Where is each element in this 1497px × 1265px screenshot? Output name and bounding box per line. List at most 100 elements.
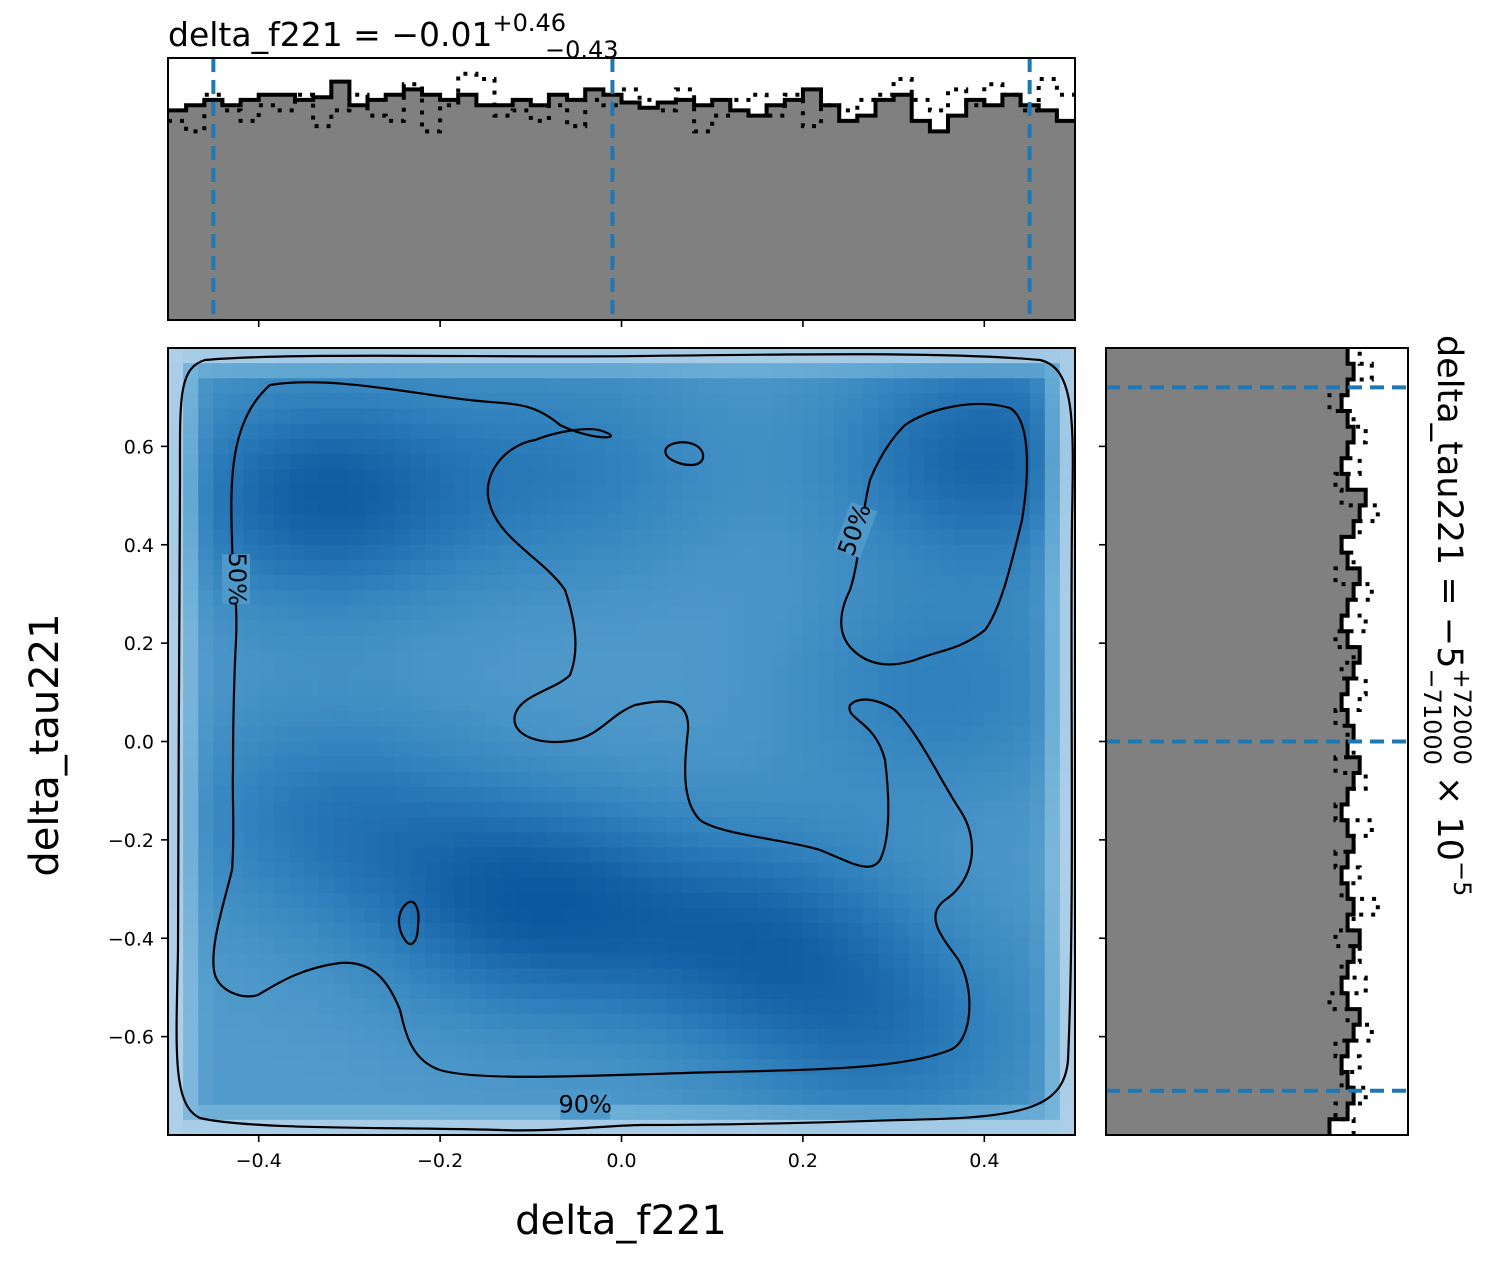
heatmap-cell [1044,696,1061,712]
marginal-x-bar [548,94,568,320]
heatmap-cell [954,711,970,727]
heatmap-cell [606,786,623,803]
heatmap-cell [319,438,335,455]
heatmap-cell [273,423,290,440]
heatmap-cell [440,635,456,652]
heatmap-cell [954,1044,970,1060]
heatmap-cell [561,378,577,394]
heatmap-cell [818,877,834,894]
heatmap-cell [954,1013,970,1030]
heatmap-cell [394,438,411,455]
heatmap-cell [485,938,502,954]
heatmap-cell [908,923,925,939]
heatmap-cell [198,756,214,773]
heatmap-cell [908,423,925,440]
heatmap-cell [409,665,426,682]
heatmap-cell [273,1059,290,1076]
heatmap-cell [591,363,607,379]
heatmap-cell [1059,938,1075,954]
heatmap-cell [1029,575,1046,591]
heatmap-cell [833,802,849,818]
heatmap-cell [681,559,698,576]
heatmap-cell [394,665,411,682]
heatmap-cell [666,726,683,743]
heatmap-cell [818,408,834,425]
heatmap-cell [576,711,592,727]
heatmap-cell [334,1074,350,1091]
heatmap-cell [1044,363,1061,379]
heatmap-cell [424,529,441,546]
heatmap-cell [727,953,744,970]
heatmap-cell [984,907,1001,924]
heatmap-cell [848,877,864,894]
heatmap-cell [319,1089,335,1106]
heatmap-cell [394,529,411,546]
heatmap-cell [545,393,562,410]
heatmap-cell [183,529,199,546]
heatmap-cell [923,802,940,818]
heatmap-cell [500,1044,517,1060]
heatmap-cell [742,680,759,697]
heatmap-cell [697,590,713,606]
marginal-y-bar [1106,757,1360,774]
heatmap-cell [288,862,305,879]
heatmap-cell [319,817,335,833]
heatmap-cell [364,832,381,849]
heatmap-cell [938,438,955,455]
heatmap-cell [1029,453,1046,470]
heatmap-cell [394,620,411,637]
heatmap-cell [606,998,623,1015]
heatmap-cell [455,575,471,591]
heatmap-cell [878,1104,895,1121]
heatmap-cell [394,680,411,697]
heatmap-cell [999,378,1016,394]
heatmap-cell [954,726,970,743]
heatmap-cell [258,484,275,500]
heatmap-cell [334,363,350,379]
heatmap-cell [833,877,849,894]
heatmap-cell [969,696,985,712]
heatmap-cell [545,514,562,531]
contour-label: 90% [559,1091,612,1119]
heatmap-cell [621,575,638,591]
heatmap-cell [712,363,728,379]
heatmap-cell [621,1119,638,1135]
heatmap-cell [757,1119,774,1135]
heatmap-cell [470,484,487,500]
heatmap-cell [969,453,985,470]
heatmap-cell [621,469,638,485]
heatmap-cell [198,1059,214,1076]
heatmap-cell [908,756,925,773]
heatmap-cell [923,968,940,985]
heatmap-cell [681,862,698,879]
heatmap-cell [394,363,411,379]
heatmap-cell [319,650,335,667]
heatmap-cell [213,1119,230,1135]
heatmap-cell [697,802,713,818]
heatmap-cell [772,575,789,591]
heatmap-cell [379,741,396,758]
heatmap-cell [666,1029,683,1045]
heatmap-cell [334,590,350,606]
heatmap-cell [787,665,804,682]
heatmap-cell [319,711,335,727]
heatmap-cell [304,802,320,818]
heatmap-cell [349,559,366,576]
heatmap-cell [757,1029,774,1045]
heatmap-cell [1044,711,1061,727]
heatmap-cell [258,1013,275,1030]
heatmap-cell [213,423,230,440]
heatmap-cell [213,1104,230,1121]
heatmap-cell [651,711,668,727]
heatmap-cell [908,378,925,394]
heatmap-cell [1014,817,1031,833]
heatmap-cell [379,650,396,667]
heatmap-cell [999,771,1016,788]
heatmap-cell [681,665,698,682]
heatmap-cell [591,605,607,622]
heatmap-cell [334,877,350,894]
heatmap-cell [636,923,653,939]
heatmap-cell [440,650,456,667]
heatmap-cell [1029,877,1046,894]
heatmap-cell [591,938,607,954]
